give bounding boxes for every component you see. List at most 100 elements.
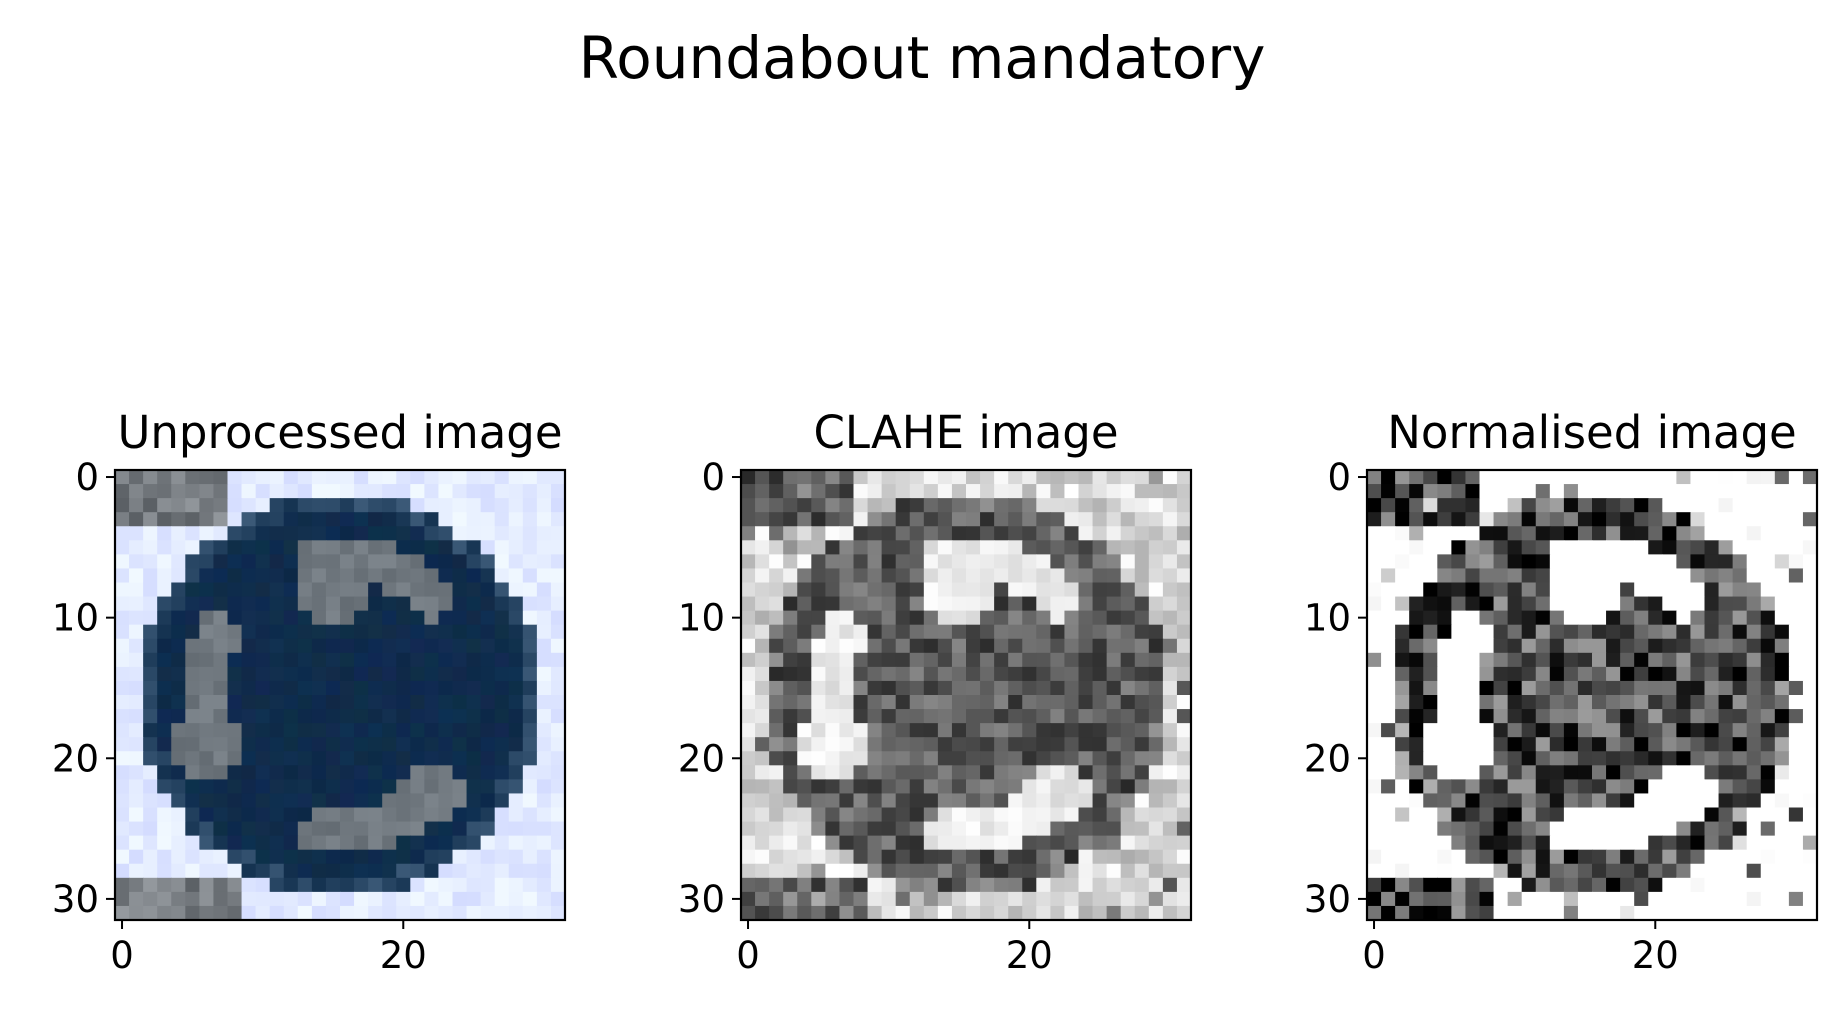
pixel xyxy=(536,709,552,724)
pixel xyxy=(937,554,953,570)
pixel xyxy=(185,666,200,682)
pixel xyxy=(1367,905,1382,921)
pixel xyxy=(185,765,200,780)
pixel xyxy=(550,765,566,780)
pixel xyxy=(283,498,299,513)
pixel xyxy=(1162,709,1178,724)
pixel xyxy=(283,793,299,809)
pixel xyxy=(410,793,425,809)
pixel xyxy=(980,751,995,766)
pixel xyxy=(1120,905,1136,921)
pixel xyxy=(797,821,812,837)
pixel xyxy=(1634,652,1649,668)
pixel xyxy=(227,582,243,598)
pixel xyxy=(283,680,299,696)
pixel xyxy=(825,863,841,879)
pixel xyxy=(269,863,285,879)
pixel xyxy=(255,540,271,555)
pixel xyxy=(1718,554,1734,570)
pixel xyxy=(171,723,186,738)
pixel xyxy=(811,709,826,724)
pixel xyxy=(1549,526,1565,541)
pixel xyxy=(297,624,313,640)
pixel xyxy=(1409,891,1424,907)
pixel xyxy=(1577,512,1593,527)
pixel xyxy=(129,610,144,626)
pixel xyxy=(424,526,440,541)
pixel xyxy=(1662,512,1677,527)
pixel xyxy=(424,765,440,780)
pixel xyxy=(1423,680,1438,696)
pixel xyxy=(1395,737,1410,752)
pixel xyxy=(1563,821,1579,837)
pixel xyxy=(853,512,869,527)
pixel xyxy=(1549,512,1565,527)
pixel xyxy=(1120,863,1136,879)
pixel xyxy=(1134,765,1150,780)
pixel xyxy=(1718,526,1734,541)
pixel xyxy=(1395,638,1410,654)
pixel xyxy=(783,624,798,640)
pixel xyxy=(480,498,496,513)
pixel xyxy=(1563,723,1579,738)
pixel xyxy=(522,723,538,738)
pixel xyxy=(1676,638,1692,654)
pixel xyxy=(185,779,200,795)
pixel xyxy=(550,695,566,710)
pixel xyxy=(1148,484,1164,499)
pixel xyxy=(1050,765,1066,780)
pixel xyxy=(1592,877,1607,893)
pixel xyxy=(909,737,925,752)
pixel xyxy=(368,765,383,780)
pixel xyxy=(536,526,552,541)
pixel xyxy=(1648,624,1663,640)
pixel xyxy=(1802,709,1818,724)
pixel xyxy=(452,526,468,541)
pixel xyxy=(853,891,869,907)
pixel xyxy=(1423,652,1438,668)
pixel xyxy=(1134,638,1150,654)
pixel xyxy=(1106,582,1122,598)
pixel xyxy=(1395,680,1410,696)
pixel xyxy=(241,807,257,823)
pixel xyxy=(1176,905,1192,921)
pixel xyxy=(1788,821,1804,837)
pixel xyxy=(1606,905,1621,921)
pixel xyxy=(1395,835,1410,851)
pixel xyxy=(1395,568,1410,584)
pixel xyxy=(1493,723,1509,738)
pixel xyxy=(424,849,440,865)
pixel xyxy=(1493,807,1509,823)
pixel xyxy=(1563,638,1579,654)
pixel xyxy=(438,709,454,724)
pixel xyxy=(550,877,566,893)
pixel xyxy=(213,835,229,851)
pixel xyxy=(825,905,841,921)
pixel xyxy=(1802,582,1818,598)
pixel xyxy=(1620,737,1635,752)
pixel xyxy=(297,849,313,865)
pixel xyxy=(909,849,925,865)
pixel xyxy=(311,905,327,921)
pixel xyxy=(1176,526,1192,541)
pixel xyxy=(157,723,172,738)
pixel xyxy=(1148,821,1164,837)
pixel xyxy=(1788,512,1804,527)
pixel xyxy=(994,723,1009,738)
pixel xyxy=(396,877,411,893)
pixel xyxy=(1176,695,1192,710)
pixel xyxy=(410,779,425,795)
pixel xyxy=(1367,582,1382,598)
pixel xyxy=(1732,695,1748,710)
pixel xyxy=(966,765,981,780)
pixel xyxy=(325,765,341,780)
pixel xyxy=(452,793,468,809)
pixel xyxy=(1078,484,1094,499)
pixel xyxy=(1134,905,1150,921)
pixel xyxy=(199,723,215,738)
pixel xyxy=(1634,737,1649,752)
pixel xyxy=(143,568,158,584)
pixel xyxy=(937,751,953,766)
pixel xyxy=(424,652,440,668)
pixel xyxy=(171,779,186,795)
